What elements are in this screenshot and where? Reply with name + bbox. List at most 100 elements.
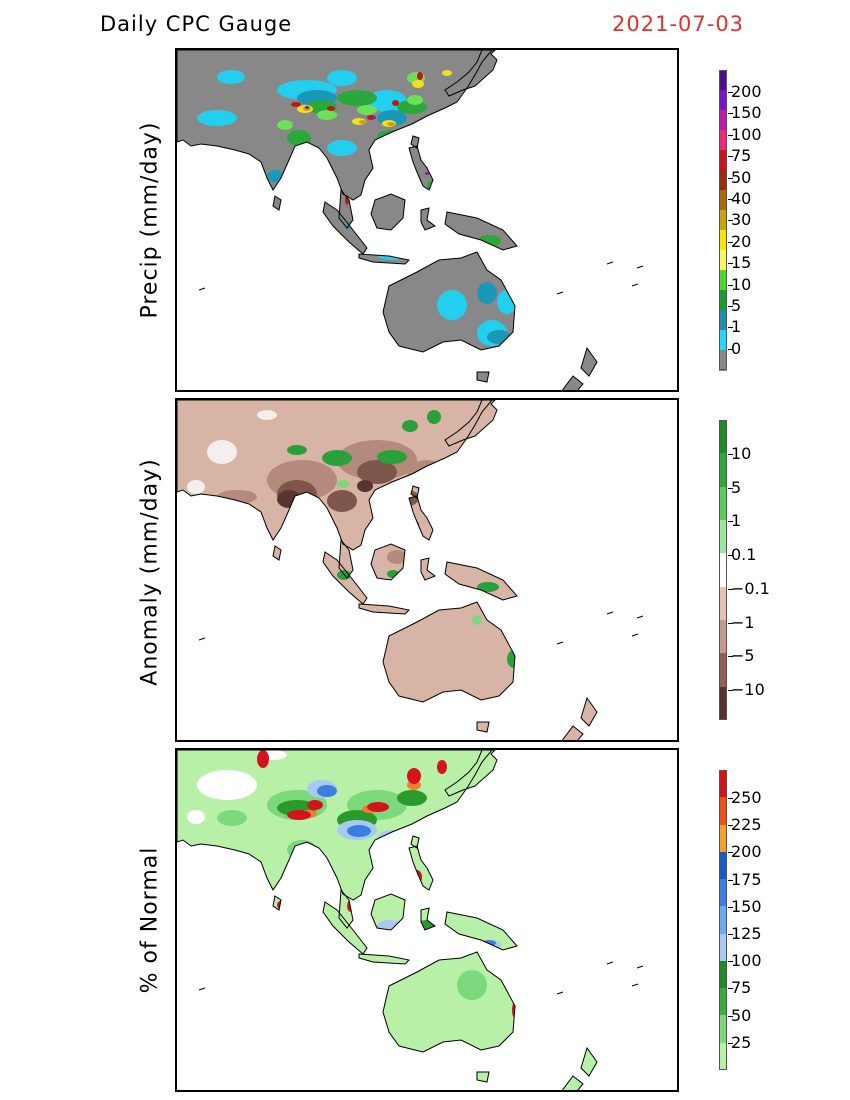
colorbar-segment	[719, 770, 727, 798]
colorbar-label: 100	[731, 124, 762, 144]
colorbar-segment	[719, 110, 727, 131]
precip-region-cyan	[217, 70, 245, 84]
precip-region-red	[327, 106, 335, 111]
colorbar-label: 1	[731, 317, 742, 337]
precip-region-green	[337, 90, 377, 106]
island-mark	[636, 265, 644, 269]
coastline	[444, 750, 498, 797]
colorbar-segment	[719, 190, 727, 211]
colorbar-segment	[719, 1042, 727, 1071]
precip-region-mid	[457, 970, 487, 1000]
land-fill	[562, 1076, 583, 1090]
colorbar-tick	[728, 134, 733, 136]
precip-region-teal	[477, 282, 497, 304]
map-precip	[177, 50, 644, 390]
colorbar-tick	[728, 521, 733, 523]
colorbar-label: −10	[731, 679, 765, 699]
colorbar-segment	[719, 90, 727, 111]
precip-region-green	[427, 410, 441, 424]
colorbar-tick	[728, 689, 733, 691]
colorbar-label: 40	[731, 189, 752, 208]
colorbar-segment	[719, 906, 727, 935]
colorbar-label: 1	[731, 511, 742, 531]
island-mark	[606, 261, 614, 265]
colorbar-segment	[719, 686, 727, 721]
colorbar-frame	[719, 420, 727, 720]
panel-pct	[175, 748, 679, 1092]
colorbar-tick	[728, 852, 733, 854]
colorbar-label: 175	[731, 869, 762, 889]
colorbar-segment	[719, 620, 727, 654]
land-fill	[323, 202, 367, 254]
precip-region-dark	[327, 490, 357, 512]
colorbar-segment	[719, 170, 727, 191]
colorbar-label: 150	[731, 896, 762, 916]
coastline	[561, 375, 584, 390]
colorbar-label: 20	[731, 231, 752, 251]
colorbar-tick	[728, 1015, 733, 1017]
colorbar-label: 75	[731, 978, 752, 998]
precip-region-green	[377, 450, 407, 464]
precip-region-lgreen	[407, 95, 423, 105]
coastline	[420, 207, 437, 231]
coastline	[561, 1075, 584, 1090]
land-fill	[273, 196, 281, 210]
land-fill	[383, 602, 515, 702]
colorbar-segment	[719, 933, 727, 962]
coastline	[561, 725, 584, 740]
land-fill	[581, 348, 597, 376]
coastline	[580, 346, 598, 377]
land-fill	[562, 726, 583, 740]
colorbar-tick	[728, 879, 733, 881]
precip-region-white	[257, 410, 277, 420]
land-fill	[409, 846, 433, 890]
land-fill	[273, 546, 281, 560]
colorbar-tick	[728, 961, 733, 963]
coastline	[408, 495, 434, 541]
precip-region-green	[287, 130, 311, 146]
colorbar-segment	[719, 350, 727, 371]
precip-region-green	[287, 445, 307, 455]
colorbar-segment	[719, 70, 727, 91]
colorbar-label: 10	[731, 444, 752, 463]
coastline	[408, 845, 434, 891]
precip-region-red	[392, 100, 399, 106]
precip-region-cyan	[367, 90, 407, 112]
coastline	[476, 371, 490, 383]
precip-region-dark	[397, 490, 419, 506]
precip-region-green	[402, 420, 418, 432]
coastline	[370, 193, 406, 231]
colorbar-label: 100	[731, 951, 762, 971]
precip-region-white	[187, 480, 205, 494]
land-fill	[409, 146, 433, 190]
land-fill	[445, 912, 517, 950]
colorbar-label: 0.1	[731, 545, 757, 565]
colorbar-segment	[719, 310, 727, 331]
colorbar-segment	[719, 130, 727, 151]
island-mark	[556, 991, 564, 995]
precip-region-vdark	[357, 480, 373, 492]
land-fill	[445, 400, 497, 446]
colorbar-segment	[719, 586, 727, 621]
land-fill	[445, 750, 497, 796]
precip-region-lgreen	[277, 120, 293, 130]
land-fill	[421, 208, 435, 230]
colorbar-segment	[719, 960, 727, 989]
colorbar-frame	[719, 770, 727, 1070]
colorbar-segment	[719, 420, 727, 454]
precip-region-blue	[317, 785, 337, 797]
precip-region-red	[437, 760, 447, 774]
colorbar-tick	[728, 348, 733, 350]
precip-region-red	[287, 810, 311, 820]
coastline	[410, 135, 420, 149]
precip-region-blue	[382, 835, 398, 845]
land-fill	[323, 902, 367, 954]
land-fill	[421, 558, 435, 580]
ylabel-precip: Precip (mm/day)	[137, 121, 163, 319]
colorbar-label: −5	[731, 646, 755, 666]
coastline	[420, 557, 437, 581]
colorbar-tick	[728, 825, 733, 827]
precip-region-red	[291, 102, 301, 107]
land-fill	[477, 372, 489, 382]
precip-region-lgreen	[487, 700, 501, 710]
